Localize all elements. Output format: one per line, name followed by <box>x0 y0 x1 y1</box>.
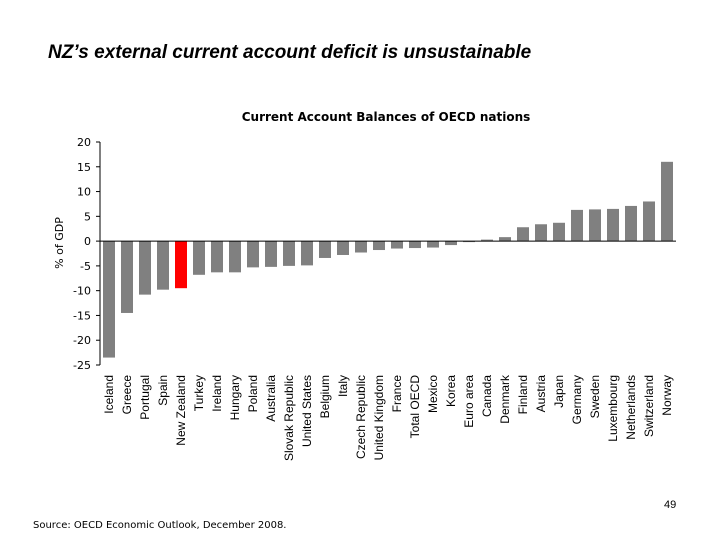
category-label: Italy <box>336 375 350 397</box>
bar-poland <box>247 241 259 268</box>
category-labels: Iceland Greece Portugal Spain New Zealand Tur… <box>102 374 674 461</box>
page-number: 49 <box>664 499 677 511</box>
bar-greece <box>121 241 133 313</box>
y-axis-title: % of GDP <box>53 217 66 269</box>
bar-australia <box>265 241 277 267</box>
category-label: Switzerland <box>642 375 656 437</box>
category-label: New Zealand <box>174 375 188 446</box>
category-label: Turkey <box>192 375 206 411</box>
source-note: Source: OECD Economic Outlook, December … <box>33 520 287 531</box>
category-label: Sweden <box>588 375 602 418</box>
category-label: Portugal <box>138 375 152 420</box>
bar-new-zealand <box>175 241 187 289</box>
category-label: Norway <box>660 375 674 416</box>
bar-belgium <box>319 241 331 258</box>
y-tick-label: 5 <box>84 210 91 223</box>
bar-ireland <box>211 241 223 273</box>
bar-canada <box>481 239 493 242</box>
bar-germany <box>571 209 583 242</box>
bar-united-states <box>301 241 313 266</box>
y-tick-label: -10 <box>73 285 91 298</box>
y-tick-label: -20 <box>73 334 91 347</box>
bar-italy <box>337 241 349 255</box>
category-label: Austria <box>534 375 548 413</box>
category-label: Netherlands <box>624 375 638 440</box>
category-label: Germany <box>570 375 584 424</box>
bar-portugal <box>139 241 151 295</box>
category-label: Greece <box>120 375 134 415</box>
category-label: Ireland <box>210 375 224 412</box>
category-label: Luxembourg <box>606 375 620 442</box>
bar-norway <box>661 161 673 242</box>
category-label: Euro area <box>462 375 476 428</box>
category-label: Mexico <box>426 375 440 413</box>
bar-spain <box>157 241 169 290</box>
y-tick-label: -25 <box>73 359 91 372</box>
bar-france <box>391 241 403 249</box>
bar-total-oecd <box>409 241 421 249</box>
bar-switzerland <box>643 201 655 242</box>
bar-austria <box>535 224 547 242</box>
bar-korea <box>445 241 457 246</box>
category-label: United States <box>300 375 314 447</box>
y-tick-label: 10 <box>77 186 91 199</box>
category-label: United Kingdom <box>372 375 386 460</box>
y-tick-label: -5 <box>80 260 91 273</box>
bar-slovak-republic <box>283 241 295 266</box>
bar-mexico <box>427 241 439 248</box>
category-label: Canada <box>480 375 494 417</box>
chart-title: Current Account Balances of OECD nations <box>242 110 531 124</box>
bar-luxembourg <box>607 208 619 242</box>
category-label: Belgium <box>318 375 332 418</box>
bar-netherlands <box>625 205 637 242</box>
bar-sweden <box>589 209 601 242</box>
category-label: Japan <box>552 375 566 408</box>
bar-turkey <box>193 241 205 275</box>
category-label: Denmark <box>498 374 512 424</box>
bar-united-kingdom <box>373 241 385 251</box>
category-label: Iceland <box>102 375 116 414</box>
category-label: Hungary <box>228 375 242 420</box>
bars-group <box>103 161 673 358</box>
y-axis-ticks: 20 15 10 5 0 -5 -10 -15 -20 -25 <box>73 136 100 372</box>
category-label: Korea <box>444 375 458 407</box>
category-label: Finland <box>516 375 530 414</box>
category-label: Slovak Republic <box>282 375 296 461</box>
category-label: Australia <box>264 375 278 422</box>
y-tick-label: 20 <box>77 136 91 149</box>
bar-finland <box>517 227 529 242</box>
category-label: France <box>390 375 404 413</box>
category-label: Total OECD <box>408 375 422 439</box>
y-tick-label: 15 <box>77 161 91 174</box>
category-label: Czech Republic <box>354 375 368 459</box>
bar-iceland <box>103 241 115 358</box>
bar-czech-republic <box>355 241 367 253</box>
y-tick-label: -15 <box>73 309 91 322</box>
bar-hungary <box>229 241 241 273</box>
category-label: Spain <box>156 375 170 406</box>
bar-denmark <box>499 237 511 242</box>
y-tick-label: 0 <box>84 235 91 248</box>
category-label: Poland <box>246 375 260 412</box>
slide-title: NZ’s external current account deficit is… <box>48 42 532 63</box>
bar-japan <box>553 222 565 242</box>
